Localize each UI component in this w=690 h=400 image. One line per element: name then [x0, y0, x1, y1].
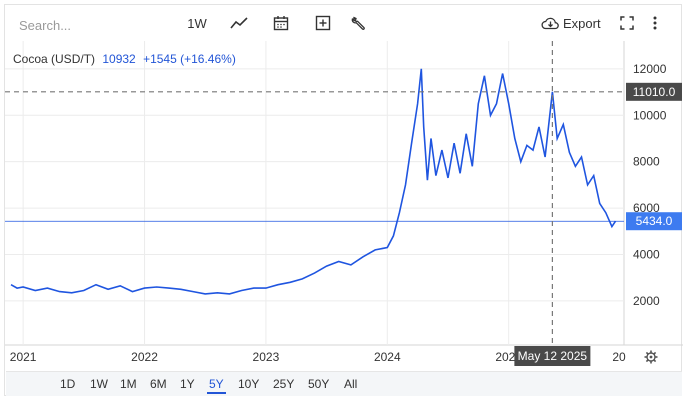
legend: Cocoa (USD/T) 10932 +1545 (+16.46%): [13, 52, 236, 66]
chart-type-button[interactable]: [227, 11, 251, 35]
crosshair-date-tag: [514, 346, 591, 366]
plus-box-icon: [315, 15, 331, 31]
line-chart-icon: [230, 17, 248, 29]
export-button[interactable]: Export: [541, 11, 601, 35]
cloud-download-icon: [541, 17, 559, 30]
y-tick-label: 10000: [633, 108, 667, 122]
y-tick-label: 6000: [633, 201, 660, 215]
more-vertical-icon: [653, 16, 657, 30]
search-input[interactable]: [17, 13, 161, 37]
interval-button[interactable]: 1W: [185, 11, 209, 35]
x-tick-label: 2024: [374, 350, 401, 364]
x-axis: 2021 2022 2023 2024 2025 20: [10, 350, 626, 364]
legend-price: 10932: [102, 52, 136, 66]
range-button-1y[interactable]: 1Y: [180, 377, 195, 391]
calendar-button[interactable]: [269, 11, 293, 35]
crosshair-date-label: May 12 2025: [518, 349, 588, 363]
chart-widget: 1W: [4, 4, 683, 396]
x-tick-label: 2021: [10, 350, 37, 364]
range-button-50y[interactable]: 50Y: [308, 377, 330, 391]
wrench-icon: [351, 16, 365, 30]
chart-grid: [5, 41, 683, 346]
range-button-25y[interactable]: 25Y: [273, 377, 295, 391]
x-tick-label-partial: 20: [612, 350, 626, 364]
legend-name: Cocoa (USD/T): [13, 52, 95, 66]
y-tick-label: 4000: [633, 247, 660, 261]
more-menu-button[interactable]: [647, 11, 663, 35]
y-tick-label: 8000: [633, 155, 660, 169]
last-price-tag: [626, 212, 682, 231]
toolbar: 1W: [5, 5, 683, 41]
range-button-all[interactable]: All: [344, 377, 358, 391]
gear-icon: [646, 352, 656, 362]
last-price-label: 5434.0: [636, 214, 673, 228]
fullscreen-button[interactable]: [617, 11, 637, 35]
y-tick-label: 12000: [633, 62, 667, 76]
range-button-1d[interactable]: 1D: [60, 377, 76, 391]
range-selector: 1D 1W 1M 6M 1Y 5Y 10Y 25Y 50Y All: [6, 371, 682, 396]
legend-change: +1545 (+16.46%): [143, 52, 236, 66]
series-line: [10, 68, 617, 295]
interval-label: 1W: [187, 15, 207, 31]
price-chart[interactable]: 2000 4000 6000 8000 10000 12000 2021 2022 2023 2…: [5, 5, 683, 371]
x-tick-label: 2023: [253, 350, 280, 364]
range-button-5y[interactable]: 5Y: [207, 376, 226, 394]
range-button-6m[interactable]: 6M: [150, 377, 167, 391]
crosshair-price-tag: [626, 82, 682, 101]
add-indicator-button[interactable]: [311, 11, 335, 35]
settings-tool-button[interactable]: [347, 11, 371, 35]
x-tick-label: 2022: [131, 350, 158, 364]
range-button-10y[interactable]: 10Y: [238, 377, 260, 391]
range-button-1m[interactable]: 1M: [120, 377, 137, 391]
chart-settings-button[interactable]: [644, 350, 658, 364]
y-axis: 2000 4000 6000 8000 10000 12000: [633, 62, 667, 308]
crosshair-price-label: 11010.0: [633, 85, 676, 99]
range-button-1w[interactable]: 1W: [90, 377, 108, 391]
export-label: Export: [563, 15, 601, 31]
fullscreen-icon: [620, 16, 634, 30]
calendar-icon: [273, 16, 289, 31]
y-tick-label: 2000: [633, 294, 660, 308]
